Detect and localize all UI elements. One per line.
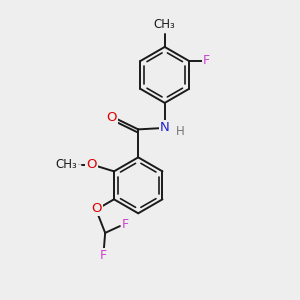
- Text: F: F: [203, 54, 210, 68]
- Text: F: F: [100, 249, 107, 262]
- Text: methoxy: methoxy: [76, 164, 83, 166]
- Text: O: O: [86, 158, 97, 171]
- Text: F: F: [122, 218, 129, 231]
- Text: H: H: [176, 125, 185, 138]
- Text: CH₃: CH₃: [56, 158, 77, 171]
- Text: O: O: [91, 202, 102, 215]
- Text: CH₃: CH₃: [154, 18, 176, 31]
- Text: O: O: [106, 111, 117, 124]
- Text: N: N: [160, 122, 169, 134]
